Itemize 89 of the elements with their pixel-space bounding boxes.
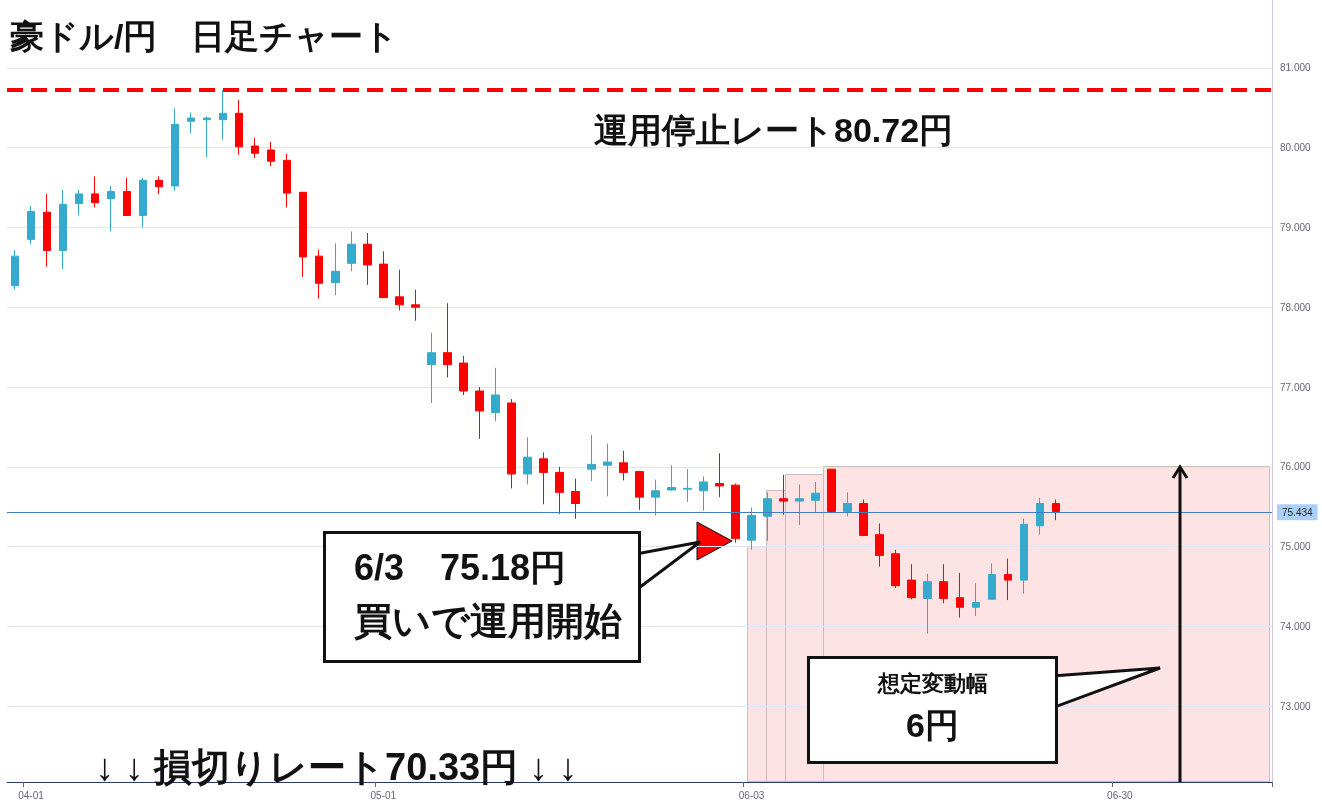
candlestick bbox=[811, 481, 820, 514]
candlestick bbox=[571, 478, 580, 520]
candlestick bbox=[91, 175, 99, 208]
candlestick bbox=[923, 573, 932, 635]
candlestick bbox=[715, 452, 724, 498]
text: 豪ドル/円 日足チャート bbox=[10, 16, 399, 57]
candlestick bbox=[283, 153, 291, 208]
y-tick-label: 75.000 bbox=[1280, 541, 1312, 553]
candlestick bbox=[843, 491, 852, 517]
candlestick bbox=[11, 249, 19, 291]
candlestick bbox=[731, 483, 740, 544]
x-tick-label: 06-03 bbox=[738, 789, 765, 801]
y-tick-label: 81.000 bbox=[1280, 62, 1312, 74]
candlestick bbox=[331, 242, 340, 296]
annotation: 6円 bbox=[905, 705, 960, 746]
candlestick bbox=[187, 112, 195, 134]
candlestick bbox=[523, 436, 532, 485]
y-tick-label: 79.000 bbox=[1280, 221, 1312, 233]
candlestick bbox=[635, 470, 644, 511]
candlestick bbox=[956, 572, 964, 619]
candlestick bbox=[507, 398, 516, 489]
candlestick bbox=[235, 99, 243, 156]
annotation: 運用停止レート80.72円 bbox=[594, 110, 954, 151]
candlestick bbox=[587, 434, 596, 482]
candlestick bbox=[683, 468, 692, 503]
candlestick bbox=[972, 582, 980, 617]
candlestick bbox=[155, 175, 163, 195]
candlestick bbox=[123, 177, 131, 216]
candlestick bbox=[219, 89, 227, 141]
candlestick bbox=[699, 475, 708, 512]
candlestick bbox=[988, 562, 996, 600]
callout-box: 想定変動幅 6円 bbox=[807, 656, 1058, 764]
candlestick bbox=[171, 108, 179, 192]
candlestick bbox=[379, 250, 388, 299]
candlestick bbox=[1052, 499, 1060, 521]
candlestick bbox=[891, 549, 900, 589]
candlestick bbox=[763, 491, 772, 542]
x-tick-label: 06-30 bbox=[1107, 789, 1134, 801]
annotation: 想定変動幅 bbox=[876, 670, 989, 698]
candlestick bbox=[1004, 558, 1012, 601]
candlestick bbox=[411, 289, 420, 322]
candlestick bbox=[651, 479, 660, 516]
candlestick bbox=[299, 191, 307, 278]
y-tick-label: 74.000 bbox=[1280, 620, 1312, 632]
candlestick bbox=[43, 193, 51, 268]
candlestick bbox=[795, 483, 804, 526]
candlestick bbox=[1020, 518, 1028, 595]
y-tick-label: 80.000 bbox=[1280, 142, 1312, 154]
candlestick bbox=[555, 466, 564, 515]
candlestick bbox=[939, 563, 948, 604]
candlestick bbox=[779, 474, 788, 516]
annotation: 6/3 75.18円 bbox=[354, 546, 567, 590]
candlestick bbox=[491, 367, 500, 422]
candlestick bbox=[59, 189, 67, 270]
candlestick bbox=[875, 522, 884, 568]
candlestick bbox=[747, 507, 756, 551]
ref-line-label: 75.434 bbox=[1282, 506, 1314, 518]
candlestick bbox=[859, 499, 868, 537]
candlestick bbox=[427, 332, 436, 404]
y-tick-label: 76.000 bbox=[1280, 461, 1312, 473]
callout-box: 6/3 75.18円 買いで運用開始 bbox=[323, 531, 641, 663]
candlestick bbox=[395, 269, 404, 311]
y-tick-label: 78.000 bbox=[1280, 301, 1312, 313]
candlestick bbox=[251, 137, 259, 159]
candlestick bbox=[203, 116, 211, 158]
candlestick bbox=[475, 386, 484, 440]
x-tick-label: 04-01 bbox=[18, 789, 45, 801]
candlestick bbox=[1036, 497, 1044, 536]
candlestick bbox=[667, 464, 676, 492]
y-tick-label: 73.000 bbox=[1280, 700, 1312, 712]
candlestick bbox=[75, 189, 83, 216]
candlestick bbox=[139, 177, 147, 228]
candlestick bbox=[459, 355, 468, 396]
candlestick bbox=[27, 205, 35, 245]
annotation: 買いで運用開始 bbox=[354, 599, 622, 644]
candlestick bbox=[443, 302, 452, 378]
candlestick bbox=[267, 141, 275, 167]
candlestick bbox=[107, 185, 115, 232]
candlestick bbox=[603, 443, 612, 497]
annotation: ↓ ↓ 損切りレート70.33円 ↓ ↓ bbox=[95, 746, 578, 788]
candlestick bbox=[539, 451, 548, 505]
candlestick bbox=[827, 468, 836, 514]
candlestick bbox=[363, 232, 372, 286]
candlestick bbox=[315, 249, 323, 299]
x-tick-label: 05-01 bbox=[370, 789, 397, 801]
candlestick bbox=[907, 563, 916, 600]
candlestick bbox=[619, 450, 628, 481]
y-tick-label: 77.000 bbox=[1280, 381, 1312, 393]
candlestick bbox=[347, 230, 356, 272]
